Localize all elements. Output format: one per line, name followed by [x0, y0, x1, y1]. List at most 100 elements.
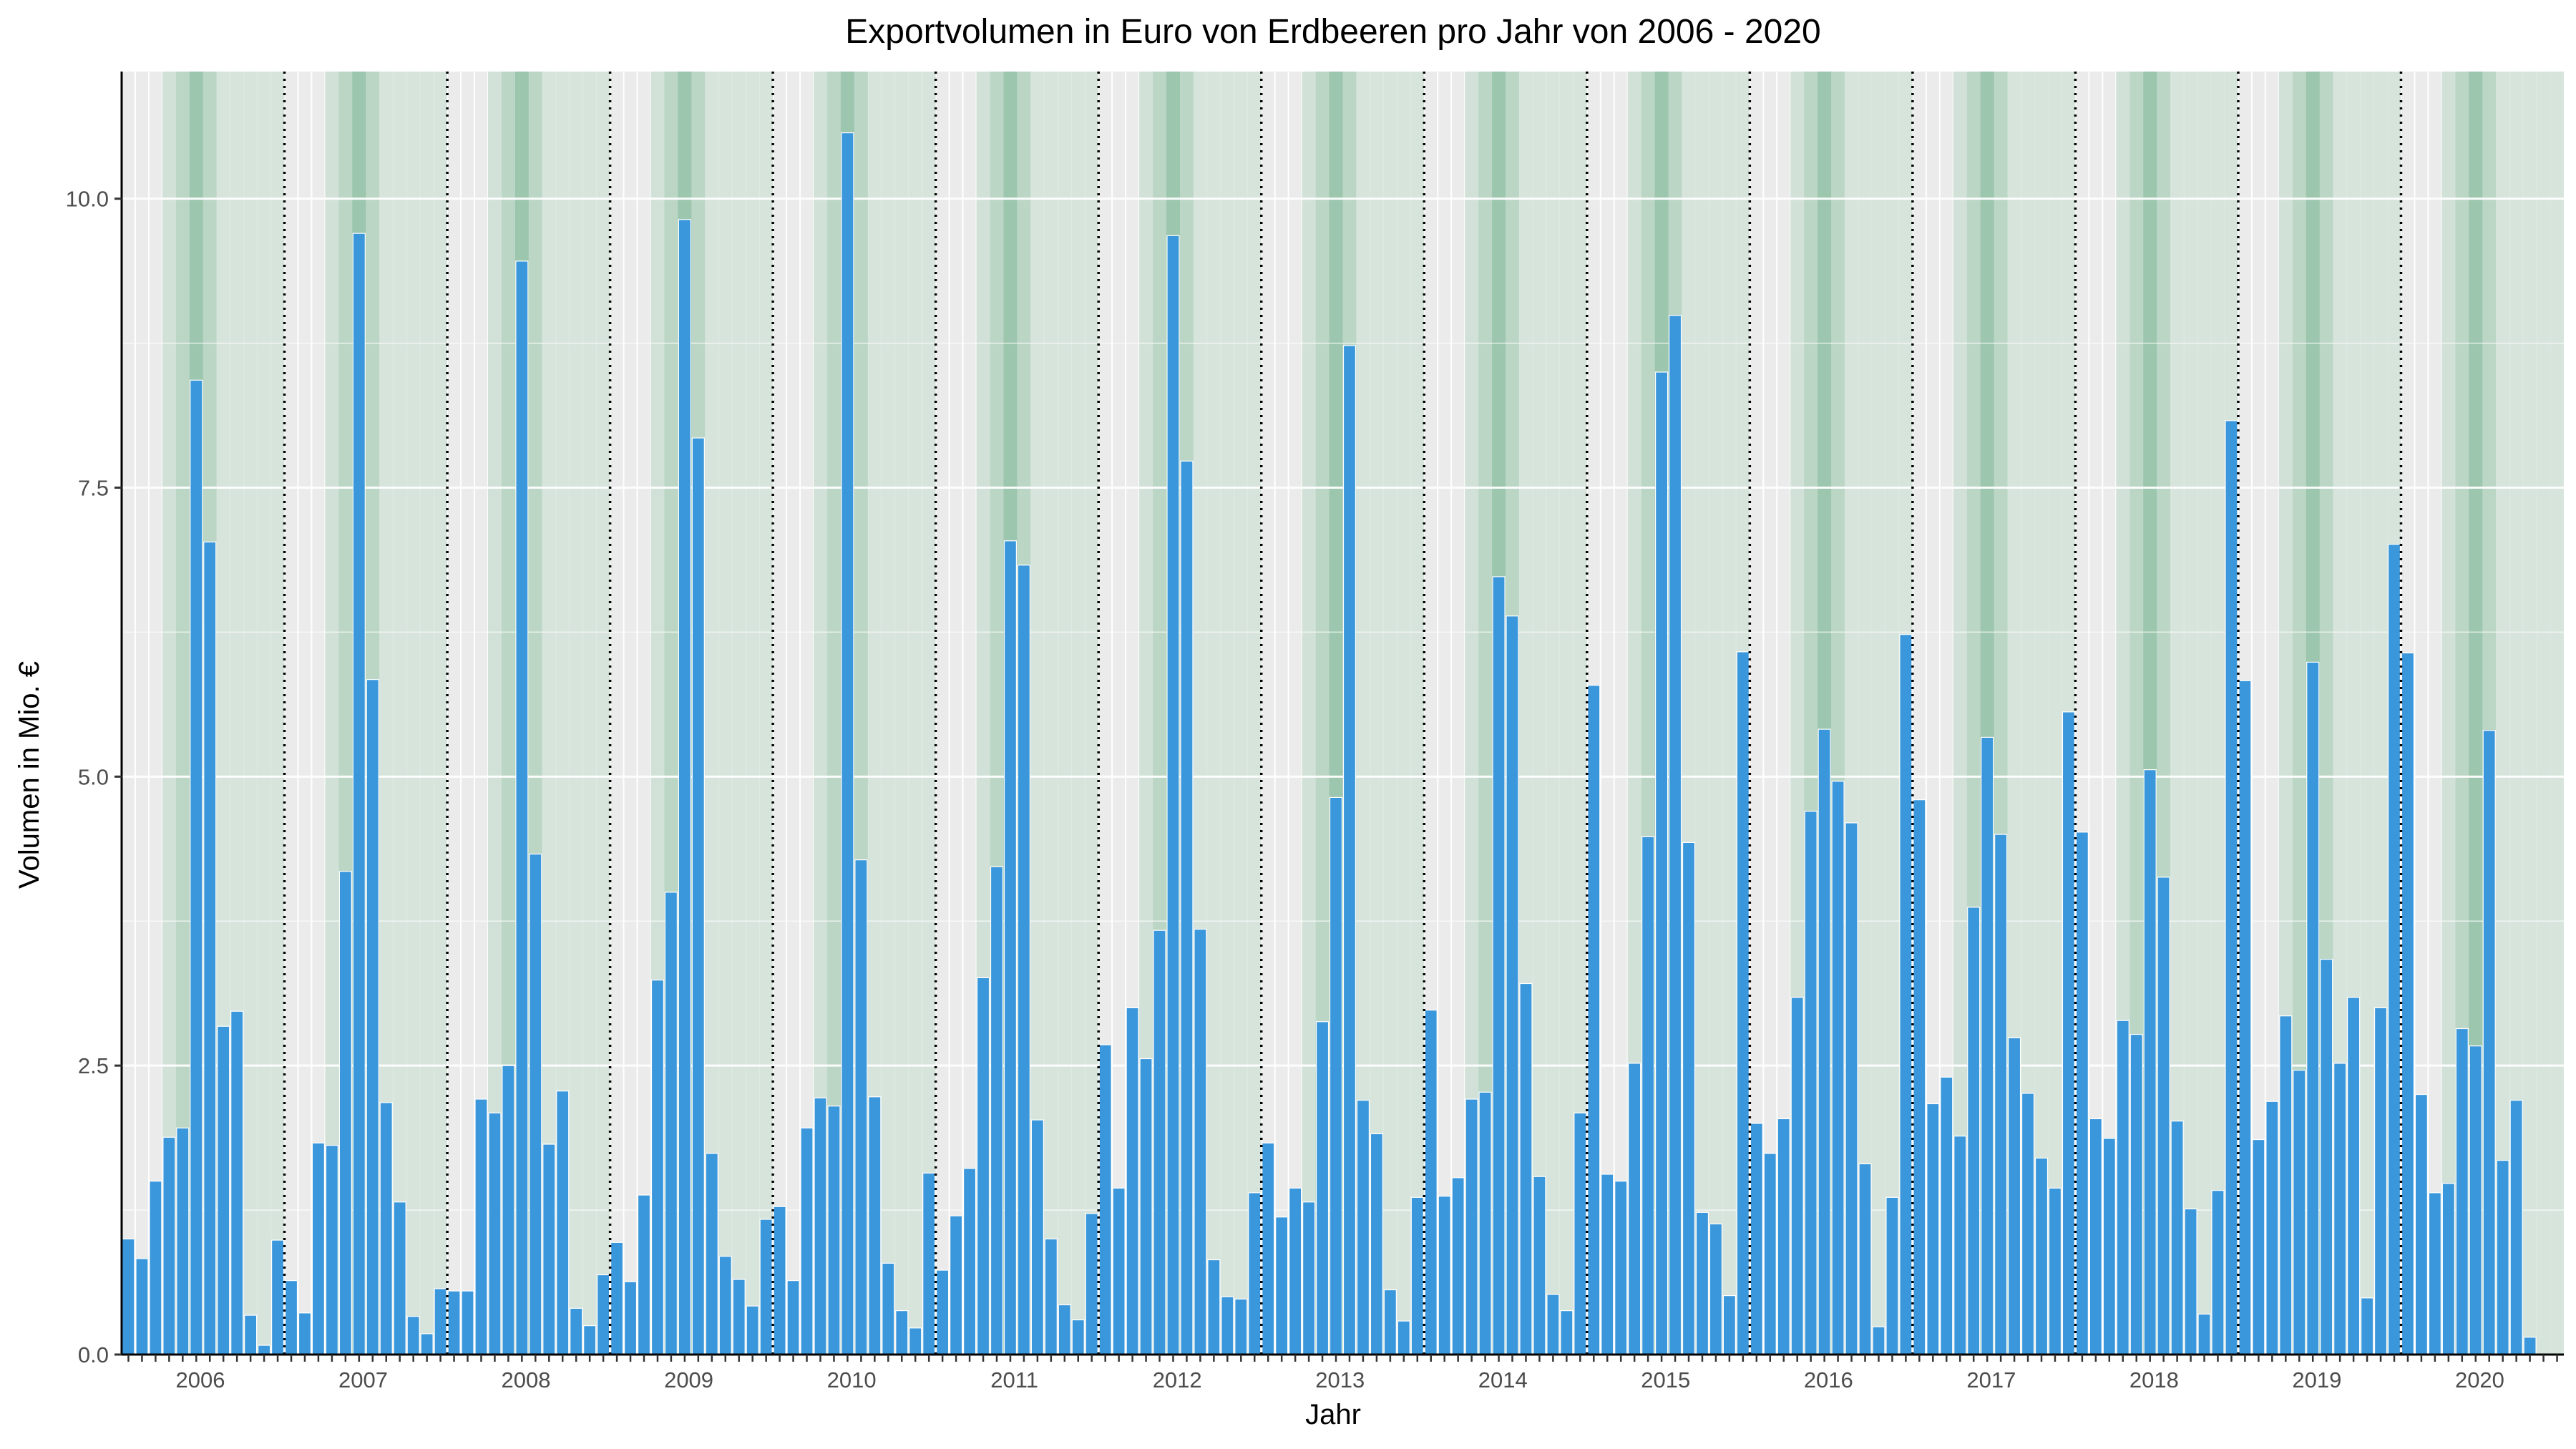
season-band	[2021, 72, 2035, 1355]
bar	[1370, 1133, 1383, 1355]
season-band	[1858, 72, 1872, 1355]
season-band	[542, 72, 556, 1355]
season-band	[1234, 72, 1248, 1355]
season-band	[1058, 72, 1072, 1355]
y-tick-label: 5.0	[78, 764, 109, 789]
bar	[610, 1241, 624, 1355]
bar	[2523, 1337, 2537, 1355]
bar	[1777, 1118, 1790, 1355]
bar	[583, 1325, 597, 1355]
bar	[1601, 1174, 1614, 1355]
x-tick-label: 2016	[1804, 1367, 1853, 1392]
bar	[2279, 1015, 2293, 1355]
bar	[1424, 1010, 1438, 1355]
bar	[1940, 1076, 1953, 1355]
bar	[515, 260, 529, 1355]
bar	[827, 1106, 841, 1355]
bar	[2102, 1138, 2116, 1355]
season-band	[2333, 72, 2347, 1355]
bar	[1410, 1196, 1424, 1355]
bar	[950, 1215, 963, 1355]
bar	[1194, 928, 1207, 1355]
bar	[597, 1274, 610, 1355]
bar	[2075, 831, 2089, 1355]
bar	[2347, 997, 2361, 1355]
bar	[162, 1136, 176, 1355]
season-band	[718, 72, 733, 1355]
bar	[841, 132, 854, 1355]
bar	[2360, 1297, 2374, 1355]
bar	[393, 1201, 406, 1355]
bar	[1221, 1296, 1234, 1355]
bar	[1058, 1304, 1071, 1355]
bar	[1695, 1211, 1709, 1355]
bars	[122, 132, 2537, 1355]
bar	[1750, 1123, 1763, 1355]
bar	[149, 1181, 162, 1355]
bar	[1397, 1320, 1410, 1355]
chart-title: Exportvolumen in Euro von Erdbeeren pro …	[845, 13, 1821, 51]
bar	[1329, 796, 1343, 1355]
bar	[2184, 1208, 2197, 1355]
bar	[1342, 345, 1357, 1355]
bar	[1275, 1216, 1289, 1355]
bar	[2333, 1063, 2347, 1355]
bar	[556, 1091, 570, 1355]
bar	[773, 1206, 786, 1355]
bar	[990, 866, 1004, 1355]
plot-panel	[121, 72, 2565, 1356]
bar	[244, 1314, 258, 1355]
bar	[1248, 1192, 1262, 1355]
season-band	[2034, 72, 2049, 1355]
season-band	[1546, 72, 1560, 1355]
season-band	[1356, 72, 1370, 1355]
bar	[420, 1333, 434, 1355]
season-band	[2170, 72, 2185, 1355]
x-tick-label: 2011	[990, 1367, 1038, 1392]
season-band	[2197, 72, 2212, 1355]
bar	[2225, 420, 2238, 1355]
bar	[1098, 1044, 1112, 1355]
bar	[1858, 1163, 1872, 1355]
bar	[298, 1312, 312, 1355]
x-tick-label: 2006	[175, 1367, 225, 1392]
bar	[2157, 877, 2170, 1355]
season-band	[746, 72, 760, 1355]
season-band	[1722, 72, 1737, 1355]
y-axis-title: Volumen in Mio. €	[14, 661, 45, 889]
bar	[962, 1168, 977, 1355]
bar	[678, 219, 691, 1355]
bar	[1207, 1259, 1221, 1355]
bar	[746, 1305, 759, 1355]
bar	[2252, 1138, 2265, 1355]
bar	[1641, 836, 1655, 1355]
bar	[1668, 315, 1682, 1355]
bar	[1519, 982, 1533, 1355]
season-band	[759, 72, 774, 1355]
bar	[2306, 661, 2320, 1355]
bar	[1899, 634, 1913, 1355]
bar	[502, 1065, 515, 1355]
bar	[909, 1327, 922, 1355]
bar	[936, 1269, 950, 1355]
bar	[2482, 730, 2496, 1355]
bar	[1478, 1091, 1492, 1355]
season-band	[1071, 72, 1085, 1355]
bar	[1967, 907, 1981, 1355]
bar	[1383, 1289, 1397, 1355]
bar	[379, 1102, 393, 1355]
season-band	[1709, 72, 1723, 1355]
bar	[1126, 1007, 1139, 1355]
bar	[2197, 1313, 2211, 1355]
bar	[1533, 1176, 1546, 1355]
bar	[1831, 781, 1845, 1355]
bar	[922, 1172, 936, 1355]
season-band	[2523, 72, 2537, 1355]
bar	[203, 541, 217, 1355]
season-band	[2048, 72, 2062, 1355]
bar	[650, 980, 665, 1355]
bar	[2441, 1183, 2455, 1355]
season-band	[1695, 72, 1709, 1355]
bar	[759, 1219, 773, 1355]
